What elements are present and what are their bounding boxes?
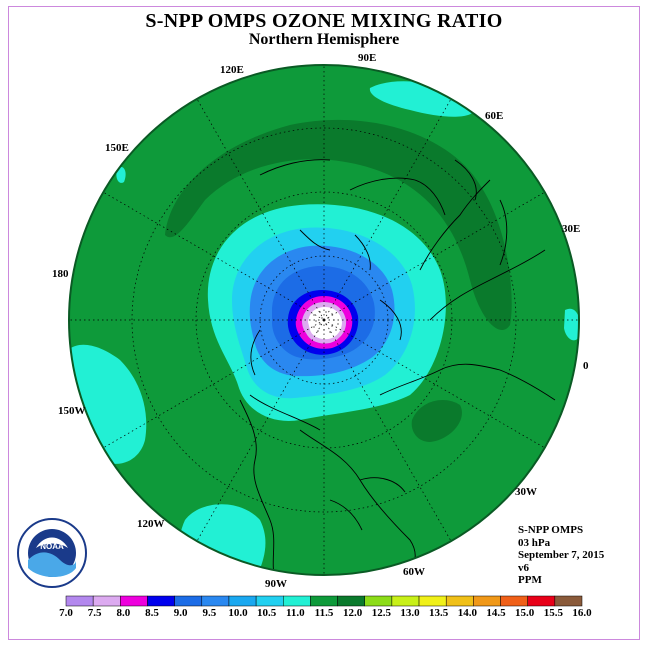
map-subtitle: Northern Hemisphere (248, 31, 400, 48)
colorbar-label: 7.5 (87, 607, 102, 619)
colorbar-swatch (554, 595, 583, 607)
colorbar-swatch (337, 595, 365, 607)
colorbar-label: 15.5 (543, 607, 563, 619)
colorbar-swatch (500, 595, 528, 607)
cyan-patch-top (369, 81, 475, 117)
colorbar-swatch (418, 595, 447, 607)
colorbar-label: 10.0 (228, 607, 248, 619)
colorbar-swatch (65, 595, 94, 607)
colorbar-swatch (92, 595, 121, 607)
colorbar-label: 14.5 (486, 607, 506, 619)
colorbar-swatch (364, 595, 393, 607)
colorbar-label: 9.5 (202, 607, 217, 619)
colorbar-swatch (283, 595, 311, 607)
map-border (68, 64, 580, 576)
polar-no-data (308, 307, 342, 340)
colorbar (65, 595, 583, 607)
info-level: 03 hPa (518, 536, 551, 549)
colorbar-labels: 7.0 7.5 8.0 8.5 9.0 9.5 10.0 10.5 11.0 11.5 12.0 12… (0, 607, 648, 621)
colorbar-label: 8.0 (116, 607, 131, 619)
cyan-patch-nw (116, 166, 126, 183)
figure-frame (8, 6, 640, 640)
colorbar-swatch (120, 595, 148, 607)
pole-dots (313, 311, 339, 333)
colorbar-label: 13.0 (400, 607, 420, 619)
graticule (69, 65, 579, 575)
lon-label-30w: 30W (515, 486, 537, 498)
colorbar-label: 12.5 (371, 607, 391, 619)
info-units: PPM (518, 574, 542, 586)
colorbar-label: 16.0 (572, 607, 592, 619)
cyan-patch-south (177, 504, 266, 575)
colorbar-label: 11.0 (286, 607, 305, 619)
info-date: September 7, 2015 (518, 549, 605, 561)
noaa-logo (17, 518, 87, 588)
colorbar-swatch (228, 595, 257, 607)
noaa-logo-text: NOAA (40, 542, 64, 551)
cyan-patch-east (564, 308, 579, 341)
info-block: S-NPP OMPS 03 hPa September 7, 2015 v6 P… (518, 524, 604, 587)
colorbar-label: 11.5 (314, 607, 334, 619)
colorbar-swatch (174, 595, 203, 607)
colorbar-label: 9.0 (173, 607, 188, 619)
lon-label-0: 0 (583, 360, 589, 372)
colorbar-swatch (201, 595, 230, 607)
lon-label-60e: 60E (485, 110, 504, 122)
colorbar-label: 7.0 (59, 607, 73, 619)
colorbar-label: 15.0 (515, 607, 535, 619)
lon-label-150e: 150E (105, 142, 129, 154)
lon-label-90w: 90W (265, 578, 287, 590)
dark-green-patch (411, 400, 462, 442)
lon-label-120w: 120W (137, 518, 165, 530)
colorbar-label: 14.0 (457, 607, 477, 619)
lon-label-60w: 60W (403, 566, 425, 578)
map-title: S-NPP OMPS OZONE MIXING RATIO (145, 10, 503, 32)
lon-label-30e: 30E (562, 223, 581, 235)
colorbar-swatch (147, 595, 175, 607)
colorbar-swatch (255, 595, 284, 607)
lon-label-150w: 150W (58, 405, 86, 417)
colorbar-label: 12.0 (343, 607, 363, 619)
colorbar-swatch (310, 595, 338, 607)
lon-label-180: 180 (52, 268, 69, 280)
colorbar-swatch (527, 595, 556, 607)
colorbar-label: 13.5 (429, 607, 449, 619)
colorbar-swatch (473, 595, 501, 607)
colorbar-swatch (445, 595, 474, 607)
colorbar-label: 10.5 (257, 607, 277, 619)
info-instrument: S-NPP OMPS (518, 524, 584, 536)
colorbar-swatch (391, 595, 420, 607)
lon-label-90e: 90E (358, 52, 377, 64)
info-version: v6 (518, 561, 529, 574)
dark-green-band (165, 119, 512, 330)
lon-label-120e: 120E (220, 64, 244, 76)
colorbar-label: 8.5 (145, 607, 159, 619)
